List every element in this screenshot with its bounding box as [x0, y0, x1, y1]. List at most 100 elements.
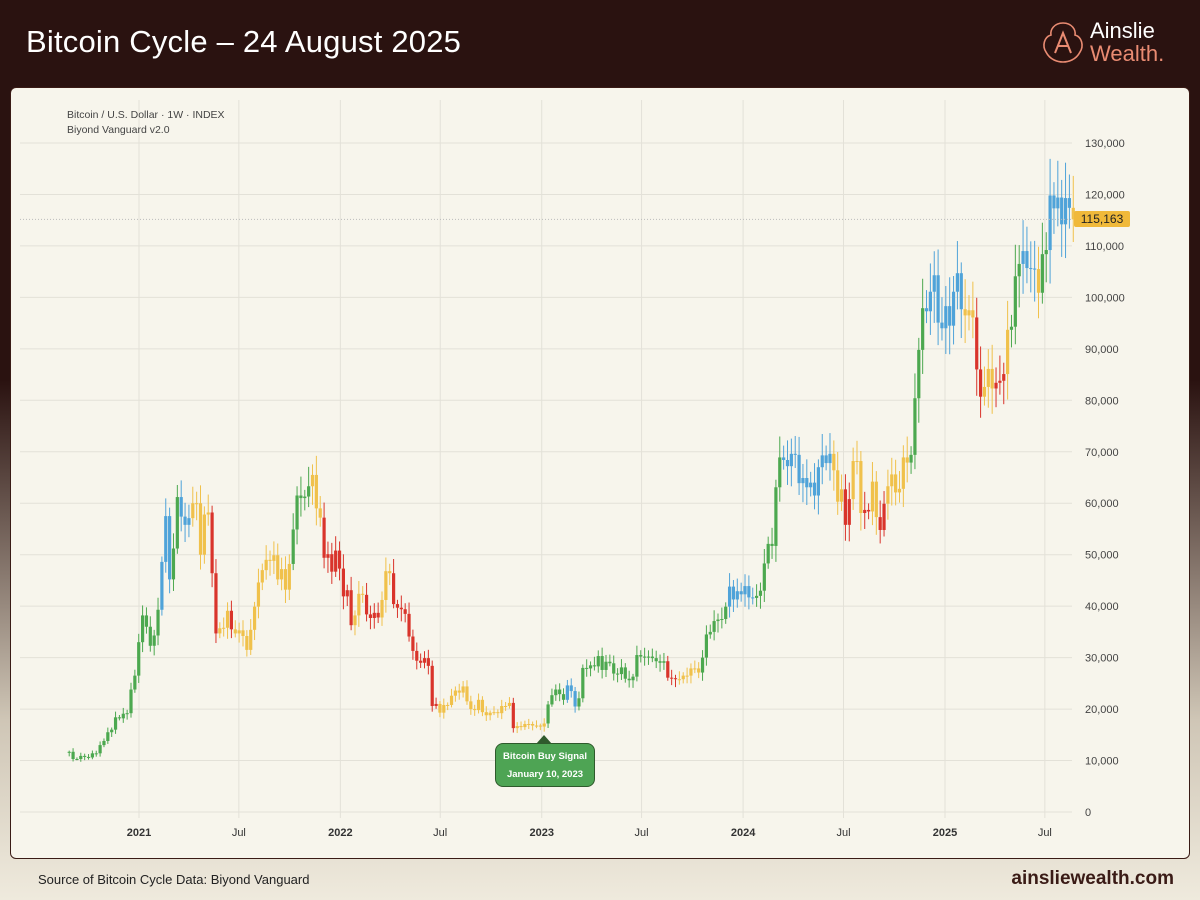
x-tick-label: 2025 — [933, 827, 957, 839]
candle-body — [689, 668, 693, 676]
candle-body — [654, 658, 658, 662]
candle-body — [878, 517, 882, 530]
candle-body — [453, 690, 457, 696]
candle-body — [1029, 268, 1033, 270]
candle-body — [337, 550, 342, 569]
candle-body — [859, 461, 863, 514]
candle-body — [592, 665, 597, 667]
candle-body — [677, 679, 681, 681]
candle-body — [743, 586, 747, 595]
candle-body — [457, 690, 461, 693]
candle-body — [349, 590, 353, 626]
candle-body — [380, 599, 384, 618]
candle-body — [758, 590, 763, 596]
candle-body — [245, 636, 249, 650]
candle-body — [287, 563, 291, 590]
candle-body — [152, 635, 156, 646]
candle-body — [619, 667, 624, 675]
candle-body — [79, 755, 83, 759]
candle-body — [1021, 251, 1025, 264]
callout-pointer — [536, 735, 552, 744]
candle-body — [330, 554, 334, 572]
candle-body — [318, 508, 322, 518]
candle-body — [793, 453, 797, 455]
candle-body — [681, 675, 685, 680]
candle-body — [415, 650, 419, 661]
callout-date: January 10, 2023 — [506, 769, 584, 780]
candle-body — [407, 613, 411, 637]
logo-line2: Wealth. — [1090, 41, 1165, 66]
x-tick-label: Jul — [433, 827, 447, 839]
y-tick-label: 100,000 — [1085, 292, 1125, 304]
candle-body — [364, 594, 369, 615]
candle-body — [766, 543, 770, 564]
y-tick-label: 10,000 — [1085, 756, 1119, 768]
candle-body — [542, 723, 546, 727]
candle-body — [596, 656, 600, 667]
candle-body — [747, 586, 751, 598]
candle-body — [129, 689, 133, 714]
candle-body — [708, 631, 712, 635]
candle-body — [673, 678, 678, 680]
candle-body — [882, 503, 886, 530]
candle-body — [469, 701, 473, 710]
candle-body — [434, 703, 438, 706]
candle-body — [982, 386, 987, 397]
candle-body — [106, 732, 110, 741]
callout-title: Bitcoin Buy Signal — [503, 751, 587, 762]
website-link[interactable]: ainsliewealth.com — [1011, 868, 1174, 889]
candle-body — [299, 495, 303, 499]
page-title: Bitcoin Cycle – 24 August 2025 — [26, 24, 462, 59]
candle-body — [399, 607, 403, 610]
candle-body — [836, 470, 840, 502]
y-tick-label: 130,000 — [1085, 138, 1125, 150]
candle-body — [901, 457, 905, 489]
candle-body — [160, 561, 164, 610]
candle-body — [824, 455, 828, 464]
y-tick-label: 50,000 — [1085, 550, 1119, 562]
candle-body — [697, 668, 701, 673]
candle-body — [978, 369, 983, 397]
candle-body — [345, 590, 349, 597]
y-tick-label: 80,000 — [1085, 395, 1119, 407]
candle-body — [403, 609, 407, 614]
candle-body — [971, 310, 975, 318]
last-price-label: 115,163 — [1074, 211, 1130, 228]
logo-a-icon — [1043, 22, 1083, 63]
candle-body — [283, 569, 288, 590]
candle-body — [739, 591, 743, 595]
candle-body — [565, 685, 569, 700]
candle-body — [322, 517, 326, 558]
candle-body — [384, 571, 388, 600]
candle-body — [932, 275, 936, 292]
candle-body — [751, 597, 755, 599]
candle-body — [372, 612, 376, 618]
candle-body — [341, 568, 345, 597]
candle-body — [1040, 254, 1044, 293]
candle-body — [1067, 198, 1072, 208]
candle-body — [164, 516, 168, 562]
candle-body — [658, 661, 662, 663]
candle-body — [395, 604, 400, 608]
candle-body — [175, 497, 179, 549]
candle-body — [198, 503, 203, 555]
candle-body — [511, 702, 515, 729]
candle-body — [1017, 263, 1021, 277]
candle-body — [121, 713, 125, 719]
candle-body — [314, 474, 318, 509]
candle-body — [430, 665, 434, 706]
candle-body — [905, 457, 909, 463]
candle-body — [1044, 250, 1048, 255]
logo-line1: Ainslie — [1090, 18, 1155, 43]
candle-body — [735, 591, 739, 600]
candle-body — [828, 453, 832, 464]
candle-body — [724, 606, 728, 620]
candle-body — [438, 703, 442, 713]
candle-body — [774, 487, 778, 546]
candle-body — [357, 593, 361, 616]
candle-body — [546, 704, 550, 724]
candle-body — [612, 663, 616, 674]
candle-body — [847, 499, 851, 525]
candle-body — [249, 629, 253, 650]
